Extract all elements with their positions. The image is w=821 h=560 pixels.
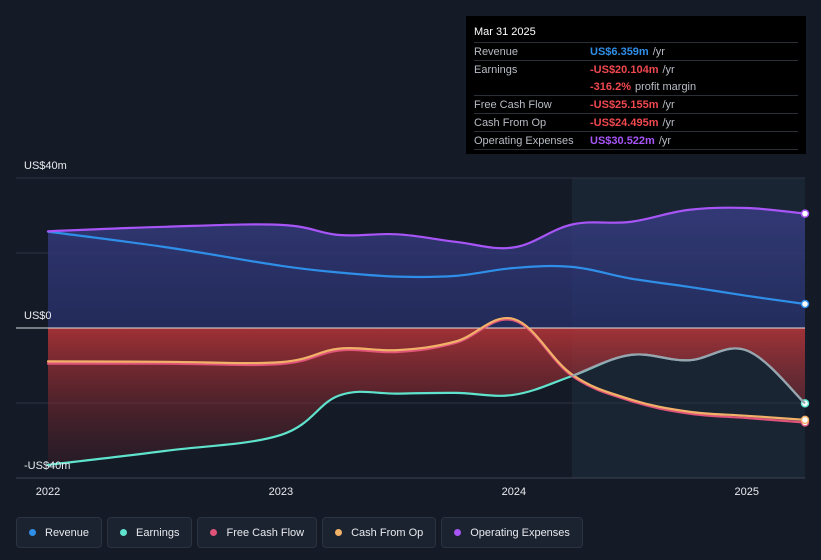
tooltip-row-cfo: Cash From Op -US$24.495m /yr — [474, 113, 798, 131]
tooltip-row-unit: /yr — [652, 45, 665, 58]
tooltip-row-earnings: Earnings -US$20.104m /yr — [474, 60, 798, 78]
tooltip-row-label: Earnings — [474, 63, 518, 76]
tooltip-row-opex: Operating Expenses US$30.522m /yr — [474, 131, 798, 150]
legend-label: Operating Expenses — [470, 526, 570, 539]
legend-label: Free Cash Flow — [226, 526, 305, 539]
tooltip-row-value: US$30.522m — [590, 134, 655, 147]
tooltip-row-revenue: Revenue US$6.359m /yr — [474, 42, 798, 60]
legend-item-cash-from-op[interactable]: Cash From Op — [322, 517, 437, 548]
series-end-point-revenue — [800, 299, 810, 309]
legend-label: Cash From Op — [351, 526, 424, 539]
legend-dot-icon — [335, 529, 343, 536]
legend-dot-icon — [454, 529, 462, 536]
series-end-point-operating-expenses — [800, 209, 810, 218]
tooltip-row-unit: /yr — [662, 98, 675, 111]
legend-item-earnings[interactable]: Earnings — [107, 517, 193, 548]
y-label-top: US$40m — [24, 160, 67, 172]
tooltip-row-value: -316.2% — [590, 80, 631, 93]
series-line-cash-from-op — [46, 316, 807, 421]
legend-label: Revenue — [45, 526, 90, 539]
y-label-bottom: -US$40m — [24, 460, 71, 472]
tooltip-panel: Mar 31 2025 Revenue US$6.359m /yr Earnin… — [466, 16, 806, 154]
x-tick-label: 2025 — [735, 486, 759, 498]
series-line-free-cash-flow — [46, 318, 807, 424]
legend-dot-icon — [120, 529, 128, 536]
legend-item-revenue[interactable]: Revenue — [16, 517, 103, 548]
legend: Revenue Earnings Free Cash Flow Cash Fro… — [16, 517, 583, 548]
tooltip-row-value: -US$20.104m — [590, 63, 659, 76]
tooltip-row-unit: profit margin — [634, 80, 697, 93]
x-tick-label: 2024 — [502, 486, 526, 498]
tooltip-row-unit: /yr — [658, 134, 672, 147]
series-end-point-cash-from-op — [800, 415, 810, 425]
legend-label: Earnings — [136, 526, 180, 539]
tooltip-row-unit: /yr — [662, 63, 675, 76]
series-line-revenue — [46, 230, 807, 306]
tooltip-date: Mar 31 2025 — [474, 26, 536, 38]
tooltip-row-label: Operating Expenses — [474, 134, 574, 147]
tooltip-row-label: Free Cash Flow — [474, 98, 552, 111]
tooltip-row-fcf: Free Cash Flow -US$25.155m /yr — [474, 95, 798, 113]
tooltip-row-label: Revenue — [474, 45, 519, 58]
y-label-zero: US$0 — [24, 310, 52, 322]
tooltip-row-value: -US$24.495m — [590, 116, 659, 129]
earnings-forecast-line — [571, 347, 806, 405]
legend-item-operating-expenses[interactable]: Operating Expenses — [441, 517, 583, 548]
tooltip-row-unit: /yr — [662, 116, 675, 129]
legend-dot-icon — [210, 529, 218, 536]
tooltip-row-value: US$6.359m — [590, 45, 649, 58]
x-tick-label: 2023 — [269, 486, 293, 498]
legend-item-free-cash-flow[interactable]: Free Cash Flow — [197, 517, 318, 548]
tooltip-row-margin: -316.2% profit margin — [474, 78, 798, 95]
legend-dot-icon — [29, 529, 36, 536]
tooltip-row-value: -US$25.155m — [590, 98, 659, 111]
x-tick-label: 2022 — [36, 486, 60, 498]
opex-area — [48, 207, 805, 328]
series-line-operating-expenses — [46, 206, 807, 250]
tooltip-row-label: Cash From Op — [474, 116, 547, 129]
